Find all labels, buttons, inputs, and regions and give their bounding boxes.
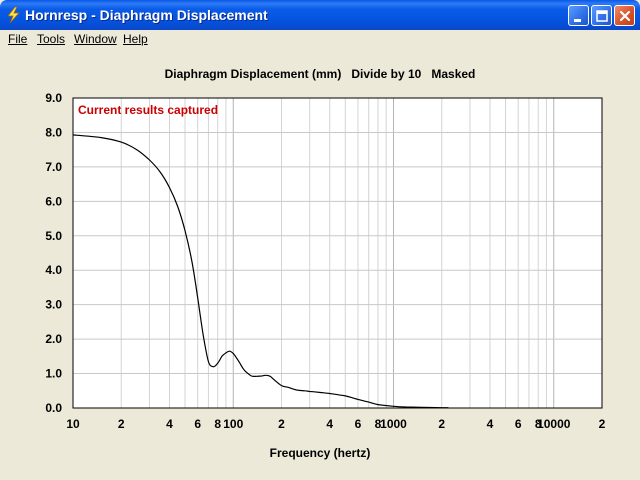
y-tick-label: 3.0 [45, 298, 62, 312]
grid-lines [73, 98, 602, 408]
y-tick-label: 0.0 [45, 401, 62, 415]
x-tick-label: 6 [355, 417, 362, 431]
curve-layer [72, 134, 449, 409]
x-tick-label: 8 [214, 417, 221, 431]
y-tick-label: 2.0 [45, 332, 62, 346]
y-tick-label: 1.0 [45, 367, 62, 381]
y-tick-label: 5.0 [45, 229, 62, 243]
close-icon [619, 10, 631, 22]
minimize-button[interactable] [568, 5, 589, 26]
y-tick-label: 9.0 [45, 91, 62, 105]
maximize-button[interactable] [591, 5, 612, 26]
y-tick-labels: 0.0 1.0 2.0 3.0 4.0 5.0 6.0 7.0 8.0 9.0 [45, 91, 62, 415]
x-tick-label: 1000 [380, 417, 407, 431]
x-tick-label: 2 [118, 417, 125, 431]
y-tick-label: 6.0 [45, 194, 62, 208]
x-tick-label: 6 [515, 417, 522, 431]
x-tick-label: 2 [278, 417, 285, 431]
x-tick-label: 4 [326, 417, 333, 431]
y-tick-label: 8.0 [45, 125, 62, 139]
x-tick-label: 10 [66, 417, 80, 431]
x-tick-label: 10000 [537, 417, 571, 431]
x-tick-label: 8 [375, 417, 382, 431]
x-axis-label: Frequency (hertz) [269, 446, 371, 460]
close-button[interactable] [614, 5, 635, 26]
y-tick-label: 7.0 [45, 160, 62, 174]
chart-title: Diaphragm Displacement (mm) Divide by 10… [164, 67, 476, 81]
menu-file[interactable]: File [8, 32, 28, 46]
maximize-icon [596, 10, 608, 22]
status-note: Current results captured [78, 103, 219, 117]
menu-help[interactable]: Help [123, 32, 148, 46]
y-tick-label: 4.0 [45, 263, 62, 277]
x-tick-label: 8 [535, 417, 542, 431]
x-tick-label: 4 [487, 417, 494, 431]
plot-border [72, 97, 603, 409]
menu-window[interactable]: Window [74, 32, 117, 46]
minimize-icon [574, 19, 581, 22]
x-tick-label: 100 [223, 417, 243, 431]
plot-area [72, 97, 603, 409]
x-tick-label: 2 [599, 417, 606, 431]
window-title: Hornresp - Diaphragm Displacement [25, 7, 268, 23]
lightning-bolt-icon [7, 7, 20, 23]
x-tick-label: 6 [194, 417, 201, 431]
x-tick-label: 4 [166, 417, 173, 431]
x-tick-label: 2 [438, 417, 445, 431]
menu-tools[interactable]: Tools [37, 32, 66, 46]
displacement-curve [72, 134, 449, 409]
menu-bar: File Tools Window Help [0, 30, 640, 48]
title-bar: Hornresp - Diaphragm Displacement [0, 0, 640, 30]
